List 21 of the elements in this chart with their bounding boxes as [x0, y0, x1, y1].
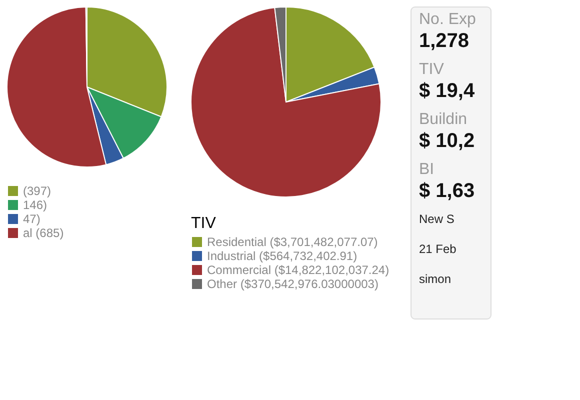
- text: TIV: [419, 61, 444, 78]
- text: 21 Feb: [419, 242, 457, 256]
- text: BI: [419, 161, 434, 178]
- text: New S: [419, 212, 454, 226]
- pie-slice: [190, 7, 382, 198]
- legend-title: TIV: [191, 215, 216, 232]
- legend-label: Residential ($3,701,482,077.07): [207, 235, 378, 249]
- legend-label: 47): [23, 212, 40, 226]
- legend-label: Industrial ($564,732,402.91): [207, 249, 358, 263]
- text: $ 19,4: [419, 80, 476, 102]
- text: $ 10,2: [419, 130, 475, 152]
- text: simon: [419, 272, 452, 286]
- text: $ 1,63: [419, 180, 475, 202]
- legend-label: Other ($370,542,976.03000003): [207, 277, 378, 291]
- legend-label: Commercial ($14,822,102,037.24): [207, 263, 390, 277]
- text: Buildin: [419, 111, 468, 128]
- legend-label: al (685): [23, 226, 64, 240]
- text: 1,278: [419, 30, 470, 52]
- legend-label: 146): [23, 198, 48, 212]
- legend-label: (397): [23, 184, 52, 198]
- text: No. Exp: [419, 11, 476, 28]
